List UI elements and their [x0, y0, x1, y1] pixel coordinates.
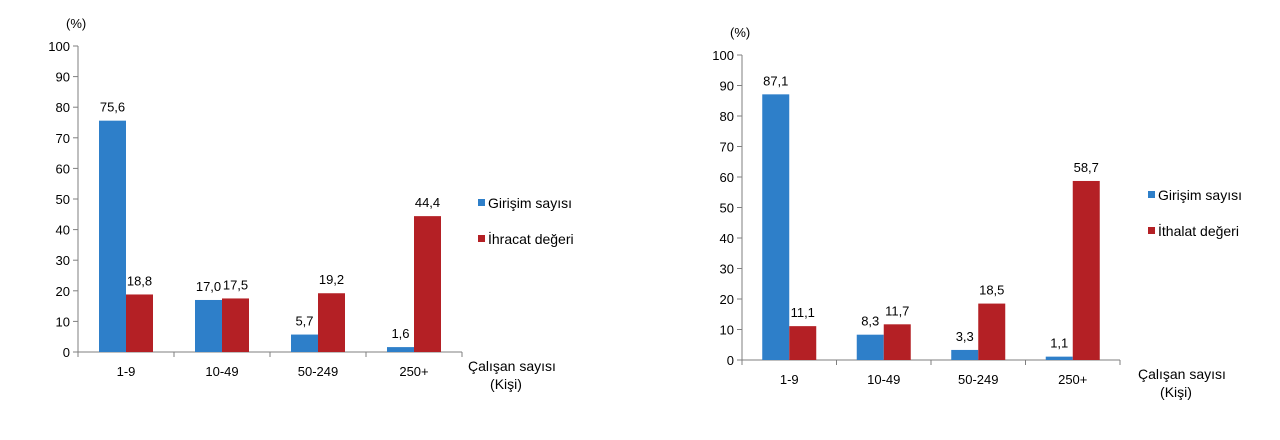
chart-import-by-size: (%) 0 10 20 30 40 50 60 70 80 90 100 87,1 11,1 1-9 8,3 1… [712, 25, 1242, 400]
chart-1-y-tick-label: 10 [720, 323, 734, 338]
chart-1-unit-label: (%) [730, 25, 750, 40]
chart-0-data-label: 17,5 [223, 277, 248, 292]
chart-0-legend-swatch [478, 199, 485, 206]
chart-0-data-label: 18,8 [127, 273, 152, 288]
chart-0-y-tick-label: 100 [48, 39, 70, 54]
chart-1-y-tick-label: 60 [720, 170, 734, 185]
chart-1-y-tick-label: 80 [720, 109, 734, 124]
chart-0-bar-red [222, 298, 249, 352]
chart-1-category-label: 50-249 [958, 372, 998, 387]
chart-1-data-label: 11,1 [791, 305, 815, 320]
chart-0-data-label: 1,6 [391, 326, 409, 341]
chart-0-bar-blue [99, 120, 126, 352]
chart-1-data-label: 8,3 [861, 314, 879, 329]
chart-0-unit-label: (%) [66, 16, 86, 31]
chart-0-bar-red [126, 294, 153, 352]
chart-1-y-tick-label: 30 [720, 262, 734, 277]
chart-export-by-size: (%) 0 10 20 30 40 50 60 70 80 90 100 75,6 18,8 1-9 17,0… [48, 16, 574, 392]
chart-0-y-tick-label: 50 [56, 192, 70, 207]
chart-1-data-label: 58,7 [1074, 160, 1099, 175]
chart-1-bar-red [978, 303, 1006, 360]
chart-1-y-tick-label: 0 [727, 353, 734, 368]
chart-1-legend-label: İthalat değeri [1158, 222, 1239, 239]
chart-0-y-tick-label: 10 [56, 314, 70, 329]
chart-0-y-tick-label: 80 [56, 100, 70, 115]
chart-0-category-label: 1-9 [117, 364, 136, 379]
chart-0-bar-blue [291, 334, 318, 352]
chart-0-category-label: 50-249 [298, 364, 338, 379]
chart-1-bar-blue [856, 334, 884, 360]
chart-0-y-tick-label: 0 [63, 345, 70, 360]
chart-1-data-label: 87,1 [763, 73, 788, 88]
chart-0-data-label: 44,4 [415, 195, 440, 210]
chart-1-category-label: 10-49 [867, 372, 900, 387]
chart-0-bar-blue [195, 299, 222, 352]
chart-0-data-label: 75,6 [100, 100, 125, 115]
chart-1-category-label: 250+ [1058, 372, 1087, 387]
chart-1-bar-red [1072, 180, 1100, 360]
chart-1-bar-red [789, 326, 817, 360]
chart-1-legend-swatch [1148, 191, 1155, 198]
chart-0-y-tick-label: 90 [56, 70, 70, 85]
chart-0-legend-label: İhracat değeri [488, 230, 574, 247]
chart-1-x-axis-subtitle: (Kişi) [1160, 384, 1192, 400]
chart-1-legend-label: Girişim sayısı [1158, 187, 1242, 203]
chart-1-y-tick-label: 90 [720, 79, 734, 94]
chart-0-x-axis-title: Çalışan sayısı [468, 358, 556, 374]
chart-0-data-label: 19,2 [319, 272, 344, 287]
chart-1-y-tick-label: 40 [720, 231, 734, 246]
chart-0-category-label: 10-49 [205, 364, 238, 379]
chart-0-y-tick-label: 60 [56, 161, 70, 176]
chart-0-data-label: 17,0 [196, 279, 221, 294]
chart-0-legend-label: Girişim sayısı [488, 195, 572, 211]
chart-0-bar-red [318, 293, 345, 352]
chart-1-legend-swatch [1148, 227, 1155, 234]
chart-1-y-tick-label: 20 [720, 292, 734, 307]
chart-0-bar-blue [387, 347, 414, 352]
chart-1-y-tick-label: 100 [712, 48, 734, 63]
chart-0-y-tick-label: 20 [56, 284, 70, 299]
chart-1-data-label: 11,7 [885, 303, 909, 318]
chart-0-x-axis-subtitle: (Kişi) [490, 376, 522, 392]
chart-0-category-label: 250+ [399, 364, 428, 379]
chart-0-legend-swatch [478, 235, 485, 242]
chart-1-data-label: 1,1 [1050, 336, 1068, 351]
chart-0-bar-red [414, 216, 441, 352]
chart-1-y-tick-label: 70 [720, 140, 734, 155]
chart-1-category-label: 1-9 [780, 372, 799, 387]
chart-1-data-label: 3,3 [956, 329, 974, 344]
chart-1-bar-blue [951, 349, 979, 360]
chart-1-y-tick-label: 50 [720, 201, 734, 216]
chart-1-bar-blue [762, 94, 790, 360]
chart-0-y-tick-label: 70 [56, 131, 70, 146]
chart-1-bar-red [883, 324, 911, 360]
chart-0-data-label: 5,7 [295, 314, 313, 329]
chart-1-bar-blue [1045, 356, 1073, 360]
chart-1-data-label: 18,5 [979, 283, 1004, 298]
chart-1-x-axis-title: Çalışan sayısı [1138, 366, 1226, 382]
chart-0-y-tick-label: 30 [56, 253, 70, 268]
chart-0-y-tick-label: 40 [56, 223, 70, 238]
